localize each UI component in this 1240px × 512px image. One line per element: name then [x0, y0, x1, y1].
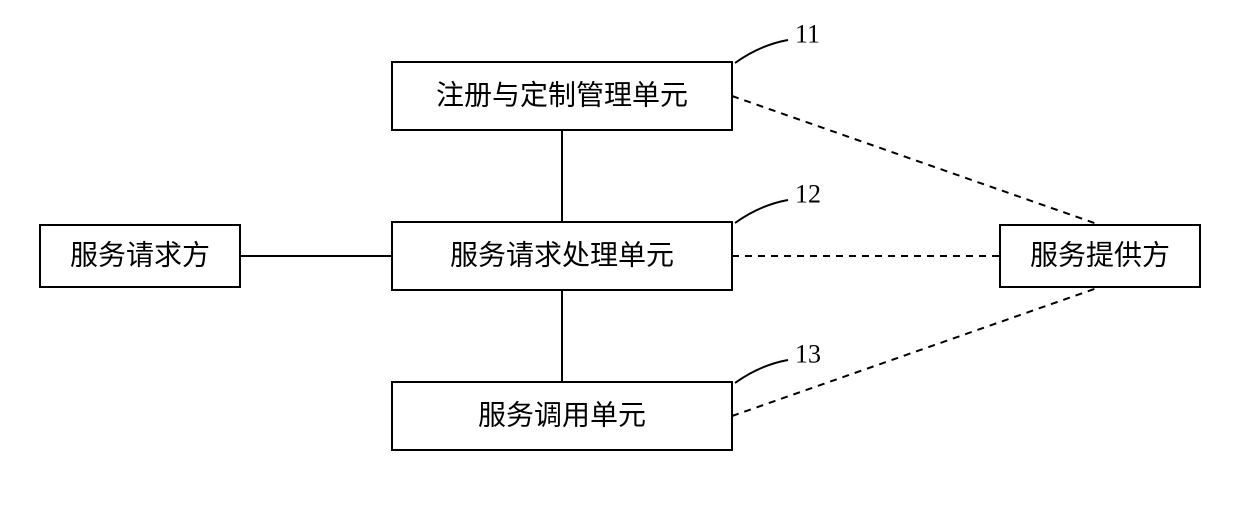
node-label-box12: 服务请求处理单元 — [450, 240, 674, 272]
node-label-box11: 注册与定制管理单元 — [436, 80, 688, 112]
flow-diagram: 服务请求方 注册与定制管理单元服务请求处理单元服务调用单元 服务提供方 11 12 13 — [0, 0, 1240, 512]
edge-dashed-2 — [732, 287, 1100, 416]
node-label-box13: 服务调用单元 — [478, 400, 646, 432]
ref-num-12: 12 — [795, 180, 821, 209]
edge-dashed-0 — [732, 96, 1100, 225]
leader-1 — [735, 200, 788, 223]
leaders-group: 11 12 13 — [735, 20, 821, 384]
node-label-provider: 服务提供方 — [1030, 240, 1170, 272]
ref-num-13: 13 — [795, 340, 821, 369]
ref-num-11: 11 — [795, 20, 820, 49]
leader-2 — [735, 360, 788, 383]
node-label-requester: 服务请求方 — [70, 240, 210, 272]
leader-0 — [735, 40, 788, 63]
boxes-group: 服务请求方 注册与定制管理单元服务请求处理单元服务调用单元 服务提供方 — [40, 62, 1200, 450]
